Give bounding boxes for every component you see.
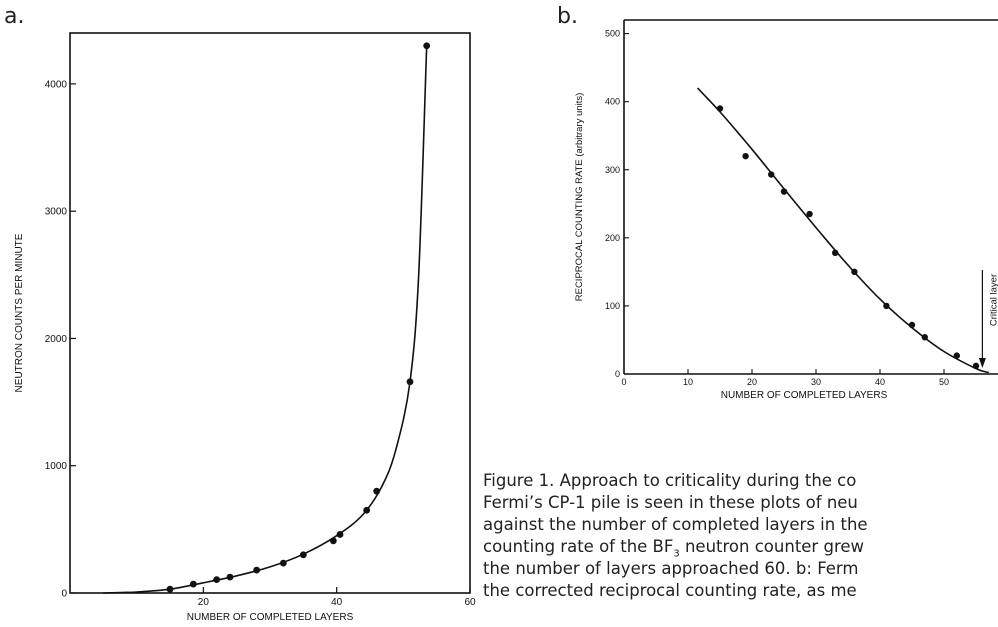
x-tick-label: 0 xyxy=(621,377,626,387)
caption-text: neutron counter grew xyxy=(679,537,865,556)
fit-curve xyxy=(697,87,990,374)
y-tick-label: 100 xyxy=(605,301,620,311)
critical-layer-arrowhead xyxy=(978,358,986,368)
data-point xyxy=(279,559,287,567)
caption-text: counting rate of the BF xyxy=(483,537,674,556)
data-point xyxy=(780,188,788,195)
caption-line: Fermi’s CP-1 pile is seen in these plots… xyxy=(483,493,858,512)
y-tick-label: 300 xyxy=(605,165,620,175)
data-point xyxy=(329,537,337,545)
x-tick-label: 40 xyxy=(331,597,343,608)
data-point xyxy=(189,580,197,588)
data-point xyxy=(226,573,234,581)
x-tick-label: 10 xyxy=(683,377,693,387)
x-tick-label: 40 xyxy=(875,377,885,387)
chart-a: 0 1000 2000 3000 4000 20 40 60 NUMBER OF COMPLET… xyxy=(14,32,476,623)
y-tick-label: 0 xyxy=(615,369,620,379)
x-tick-label: 20 xyxy=(198,597,210,608)
y-tick-label: 2000 xyxy=(45,334,68,345)
x-axis-label: NUMBER OF COMPLETED LAYERS xyxy=(187,612,354,623)
caption-line: Figure 1. Approach to criticality during… xyxy=(483,471,857,490)
data-point xyxy=(253,566,261,574)
panel-a-label: a. xyxy=(4,4,25,29)
data-point xyxy=(406,378,414,386)
y-tick-label: 3000 xyxy=(45,207,68,218)
panel-b-label: b. xyxy=(557,4,578,29)
x-tick-label: 50 xyxy=(939,377,949,387)
caption-line: against the number of completed layers i… xyxy=(483,515,868,534)
plot-frame xyxy=(69,32,471,594)
data-point xyxy=(742,152,749,160)
data-point xyxy=(423,42,431,50)
x-tick-label: 30 xyxy=(811,377,821,387)
y-axis-label: RECIPROCAL COUNTING RATE (arbitrary unit… xyxy=(574,93,585,302)
figure-caption: Figure 1. Approach to criticality during… xyxy=(483,470,998,627)
y-tick-label: 400 xyxy=(605,97,620,107)
data-point xyxy=(336,531,344,538)
caption-line: the corrected reciprocal counting rate, … xyxy=(483,581,857,600)
data-point xyxy=(953,352,960,359)
data-point xyxy=(363,506,371,514)
chart-b: 01002003004005000102030405060NUMBER OF C… xyxy=(574,19,998,401)
data-point xyxy=(883,302,890,310)
caption-subscript: 3 xyxy=(673,548,680,560)
data-point xyxy=(166,585,174,593)
data-point xyxy=(806,210,813,218)
data-point xyxy=(373,487,381,495)
data-point xyxy=(851,268,858,276)
critical-layer-label: Critical layer xyxy=(988,274,998,326)
y-tick-label: 0 xyxy=(61,589,67,600)
y-tick-label: 200 xyxy=(605,233,620,243)
data-point xyxy=(299,551,307,559)
data-point xyxy=(832,249,839,257)
data-point xyxy=(972,362,980,370)
data-point xyxy=(716,105,724,112)
y-tick-label: 1000 xyxy=(45,461,68,472)
y-tick-label: 4000 xyxy=(45,79,68,90)
data-point xyxy=(908,321,916,329)
x-tick-label: 20 xyxy=(747,377,757,387)
x-tick-label: 60 xyxy=(464,597,476,608)
y-tick-label: 500 xyxy=(605,29,620,39)
caption-line: counting rate of the BF3 neutron counter… xyxy=(483,536,998,560)
data-point xyxy=(213,576,221,584)
caption-line: the number of layers approached 60. b: F… xyxy=(483,559,859,578)
fit-curve xyxy=(103,45,428,594)
y-axis-label: NEUTRON COUNTS PER MINUTE xyxy=(14,233,25,392)
x-axis-label: NUMBER OF COMPLETED LAYERS xyxy=(721,390,888,401)
data-point xyxy=(921,334,928,341)
data-point xyxy=(768,171,775,178)
